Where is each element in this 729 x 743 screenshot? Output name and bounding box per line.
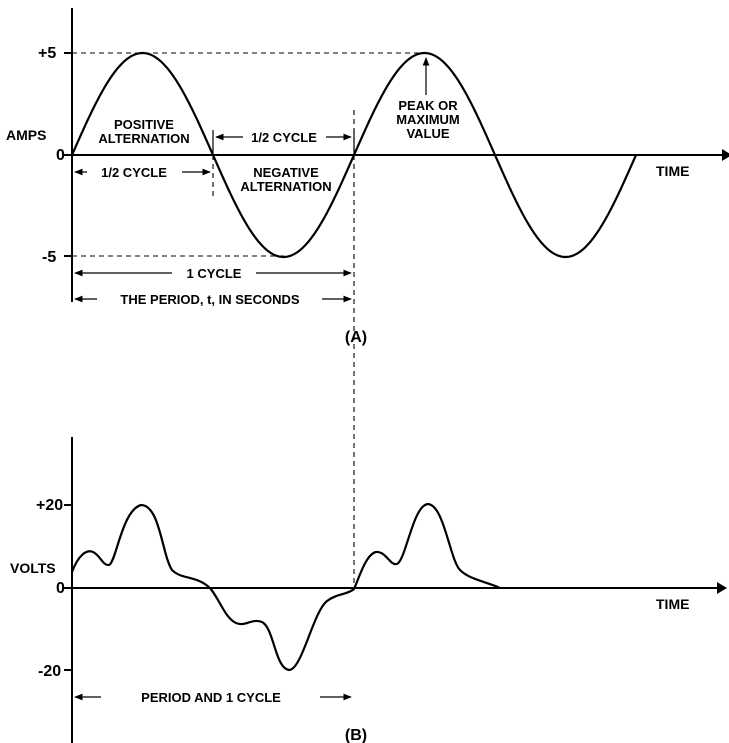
b-caption: (B) bbox=[345, 727, 367, 743]
a-cycle-label: 1 CYCLE bbox=[187, 266, 242, 281]
a-caption: (A) bbox=[345, 329, 367, 346]
a-x-axis-arrowhead bbox=[722, 149, 729, 161]
a-positive-label-2: ALTERNATION bbox=[98, 131, 189, 146]
b-complex-wave bbox=[70, 502, 501, 672]
a-y-axis-label: AMPS bbox=[6, 127, 46, 143]
b-tick-label-plus20: +20 bbox=[36, 497, 63, 514]
b-tick-label-minus20: -20 bbox=[38, 663, 61, 680]
b-x-axis-label: TIME bbox=[656, 596, 689, 612]
b-period-label: PERIOD AND 1 CYCLE bbox=[141, 690, 281, 705]
a-tick-label-minus5: -5 bbox=[42, 249, 56, 266]
a-negative-label-1: NEGATIVE bbox=[253, 165, 319, 180]
a-peak-label-1: PEAK OR bbox=[398, 98, 458, 113]
a-positive-label-1: POSITIVE bbox=[114, 117, 174, 132]
a-negative-label-2: ALTERNATION bbox=[240, 179, 331, 194]
a-peak-label-2: MAXIMUM bbox=[396, 112, 460, 127]
b-tick-label-0: 0 bbox=[56, 580, 65, 597]
b-y-axis-label: VOLTS bbox=[10, 560, 56, 576]
a-period-label: THE PERIOD, t, IN SECONDS bbox=[120, 292, 299, 307]
figure-a: +5 0 -5 AMPS TIME POSITIVE ALTERNATION N… bbox=[6, 8, 729, 590]
a-tick-label-0: 0 bbox=[56, 147, 65, 164]
a-peak-label-3: VALUE bbox=[406, 126, 449, 141]
a-half-left-label: 1/2 CYCLE bbox=[101, 165, 167, 180]
a-x-axis-label: TIME bbox=[656, 163, 689, 179]
b-x-axis-arrowhead bbox=[717, 582, 727, 594]
figure-b: +20 0 -20 VOLTS TIME PERIOD AND 1 CYCLE … bbox=[10, 437, 727, 743]
a-half-top-label: 1/2 CYCLE bbox=[251, 130, 317, 145]
a-tick-label-plus5: +5 bbox=[38, 45, 56, 62]
